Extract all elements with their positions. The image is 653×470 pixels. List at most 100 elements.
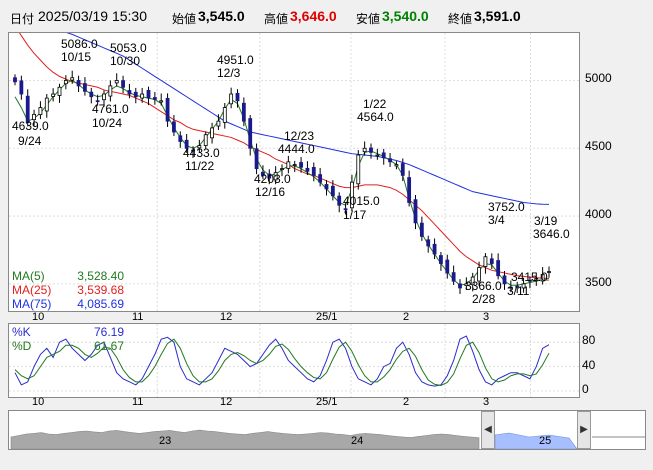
candle-body xyxy=(292,164,297,166)
candle-body xyxy=(489,258,494,264)
candle-body xyxy=(248,118,253,149)
annotation-value: 4444.0 xyxy=(278,142,315,156)
candle-body xyxy=(394,164,399,167)
overview-scrollbar[interactable]: 23 24 25 ◀ ▶ xyxy=(8,410,646,450)
candle-body xyxy=(311,166,316,176)
overview-area xyxy=(10,429,480,450)
candle-body xyxy=(419,222,424,237)
annotation-value: 4015.0 xyxy=(343,194,380,208)
x-tick-label: 10 xyxy=(32,396,45,408)
annotation-date: 12/23 xyxy=(284,129,314,143)
candle-body xyxy=(407,177,412,203)
candle-body xyxy=(216,120,221,127)
annotation-value: 4951.0 xyxy=(217,53,254,67)
scroll-left-button[interactable]: ◀ xyxy=(481,411,495,449)
x-tick-label: 11 xyxy=(132,311,144,323)
candle-body xyxy=(51,93,56,97)
candle-body xyxy=(159,100,164,103)
candle-body xyxy=(83,83,87,92)
open-label: 始値 xyxy=(172,12,197,26)
ma5-legend: MA(5) 3,528.40 xyxy=(12,269,124,283)
candle-body xyxy=(528,279,532,282)
candle-body xyxy=(89,91,94,98)
y-tick-label: 4000 xyxy=(585,207,612,222)
price-panel[interactable]: 4639.0 9/24 5086.0 10/15 4761.0 10/24 5053.0 10… xyxy=(8,18,580,312)
candle-body xyxy=(146,89,151,99)
annotation-date: 12/3 xyxy=(217,66,241,80)
annotation-value: 4639.0 xyxy=(12,119,49,133)
stoch-panel[interactable]: %K 76.19 %D 61.67 xyxy=(8,323,580,398)
k-legend: %K 76.19 xyxy=(12,325,124,339)
candle-body xyxy=(458,283,462,289)
candle-body xyxy=(127,90,132,95)
candle-body xyxy=(172,121,176,133)
overview-label: 23 xyxy=(159,435,171,447)
candle-body xyxy=(229,93,234,105)
close-value: 3,591.0 xyxy=(474,8,521,24)
candle-body xyxy=(152,97,157,100)
candle-body xyxy=(508,286,513,289)
annotation-value: 5053.0 xyxy=(110,41,147,55)
annotation-date: 1/17 xyxy=(343,208,367,222)
k-line xyxy=(14,335,550,387)
overview-label: 24 xyxy=(351,435,363,447)
y-tick-label: 4500 xyxy=(585,139,612,154)
scroll-right-button[interactable]: ▶ xyxy=(577,411,591,449)
candle-body xyxy=(299,162,303,168)
x-tick-label: 25/1 xyxy=(316,396,338,408)
annotation-value: 5086.0 xyxy=(61,37,98,51)
candle-body xyxy=(362,147,367,153)
candle-body xyxy=(388,158,392,163)
annotation-date: 10/30 xyxy=(110,54,140,68)
candle-body xyxy=(451,272,456,282)
x-tick-label: 3 xyxy=(483,396,490,408)
annotation-date: 3/4 xyxy=(488,213,505,227)
annotation-date: 3/19 xyxy=(534,214,558,228)
candle-body xyxy=(13,77,17,83)
x-tick-label: 12 xyxy=(220,311,233,323)
candle-body xyxy=(108,85,113,97)
stoch-chart[interactable] xyxy=(9,324,579,397)
candle-body xyxy=(19,80,24,95)
candle-body xyxy=(502,275,507,285)
annotation-date: 1/22 xyxy=(363,97,387,111)
annotation-date: 3/11 xyxy=(507,284,530,298)
candle-body xyxy=(254,148,259,170)
price-chart[interactable]: 4639.09/24 5086.010/15 4761.010/24 5053.010… xyxy=(9,18,579,311)
candle-body xyxy=(70,77,75,81)
candle-body xyxy=(400,163,405,176)
candle-body xyxy=(165,97,170,122)
candle-body xyxy=(356,154,361,185)
x-tick-label: 2 xyxy=(403,311,410,323)
ma25-legend: MA(25) 3,539.68 xyxy=(12,283,124,297)
candle-body xyxy=(483,256,488,267)
candle-body xyxy=(375,154,380,157)
candle-body xyxy=(496,260,501,277)
candle-body xyxy=(261,171,265,176)
ma25-line xyxy=(14,25,550,279)
candle-body xyxy=(343,208,348,211)
annotation-value: 4564.0 xyxy=(357,110,394,124)
stoch-y-tick-label: 0 xyxy=(582,382,589,396)
annotation-value: 3415.0 xyxy=(511,270,548,284)
ma75-legend: MA(75) 4,085.69 xyxy=(12,297,124,311)
x-tick-label: 10 xyxy=(32,311,45,323)
y-tick-label: 3500 xyxy=(585,274,612,289)
candle-body xyxy=(470,276,475,286)
candle-body xyxy=(44,97,49,112)
candle-body xyxy=(203,134,208,146)
x-tick-label: 25/1 xyxy=(316,311,338,323)
candle-body xyxy=(515,285,520,288)
quote-header: 日付 2025/03/19 15:30 始値 3,545.0 高値 3,646.… xyxy=(0,0,653,30)
candle-body xyxy=(464,283,469,287)
candle-body xyxy=(197,145,202,149)
datetime: 2025/03/19 15:30 xyxy=(38,8,147,24)
candle-body xyxy=(178,135,183,142)
annotation-date: 10/24 xyxy=(92,116,122,130)
candle-body xyxy=(140,93,145,99)
candle-body xyxy=(63,80,68,85)
close-label: 終値 xyxy=(448,12,473,26)
high-label: 高値 xyxy=(264,12,289,26)
candle-body xyxy=(324,184,329,190)
annotation-value: 3366.0 xyxy=(465,279,502,293)
